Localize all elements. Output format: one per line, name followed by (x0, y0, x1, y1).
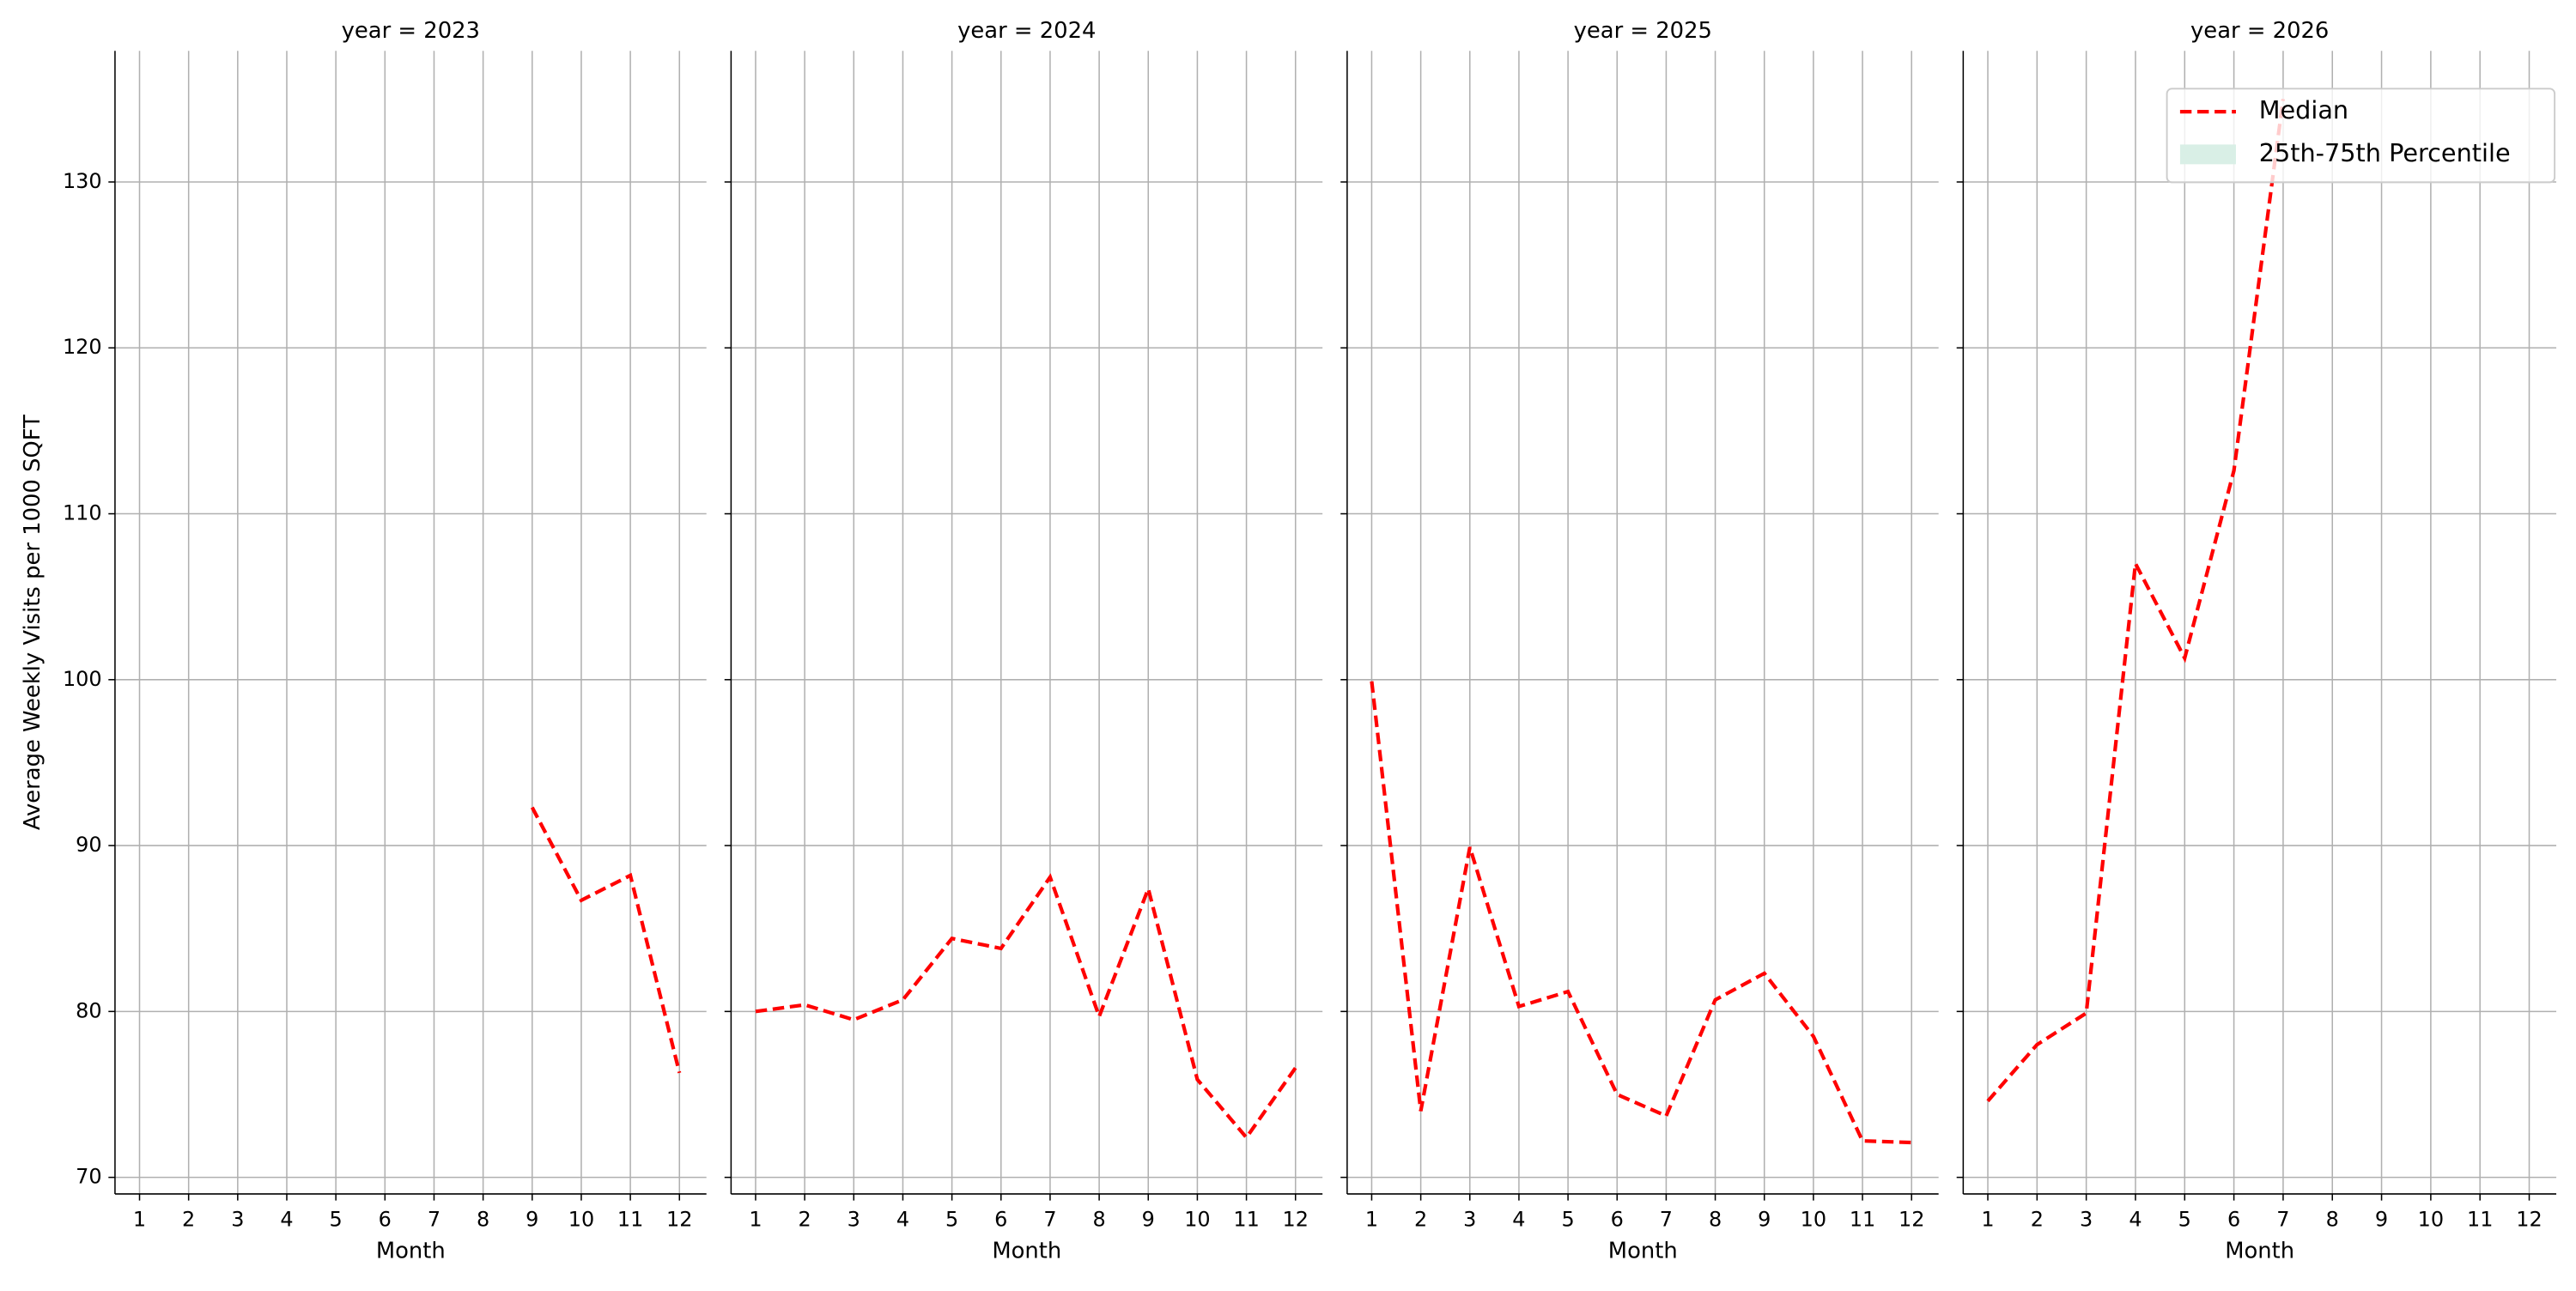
x-tick-label: 8 (1092, 1208, 1105, 1232)
x-tick-label: 12 (666, 1208, 692, 1232)
x-tick-label: 4 (1512, 1208, 1525, 1232)
legend: Median 25th-75th Percentile (2166, 88, 2556, 184)
x-tick-label: 9 (1758, 1208, 1771, 1232)
x-tick-label: 5 (2178, 1208, 2191, 1232)
y-tick-label: 100 (63, 667, 102, 691)
x-tick-label: 6 (1611, 1208, 1624, 1232)
legend-label: Median (2259, 95, 2348, 124)
x-tick-label: 7 (1043, 1208, 1056, 1232)
x-tick-label: 1 (1365, 1208, 1378, 1232)
y-tick-label: 80 (76, 998, 101, 1022)
x-tick-label: 9 (526, 1208, 538, 1232)
median-line (1370, 681, 1912, 1145)
x-tick-label: 2 (182, 1208, 195, 1232)
x-tick-label: 11 (1233, 1208, 1259, 1232)
x-tick-label: 7 (1660, 1208, 1673, 1232)
x-tick-label: 11 (1850, 1208, 1875, 1232)
y-tick-label: 130 (63, 169, 102, 193)
x-tick-label: 5 (945, 1208, 958, 1232)
median-line (1986, 99, 2286, 1103)
x-axis-label: Month (2225, 1238, 2294, 1264)
x-tick-label: 6 (994, 1208, 1007, 1232)
x-tick-label: 12 (2516, 1208, 2542, 1232)
x-tick-label: 9 (2375, 1208, 2388, 1232)
median-line (755, 873, 1297, 1141)
y-axis-label: Average Weekly Visits per 1000 SQFT (20, 415, 46, 830)
x-axis-label: Month (992, 1238, 1061, 1264)
legend-label: 25th-75th Percentile (2259, 138, 2511, 167)
x-tick-label: 9 (1142, 1208, 1155, 1232)
y-tick-label: 90 (76, 833, 101, 857)
legend-box (2166, 88, 2556, 184)
x-axis-label: Month (1608, 1238, 1678, 1264)
x-tick-label: 12 (1899, 1208, 1924, 1232)
x-tick-label: 3 (1463, 1208, 1476, 1232)
x-tick-label: 2 (2031, 1208, 2044, 1232)
x-tick-label: 3 (848, 1208, 860, 1232)
x-tick-label: 11 (2467, 1208, 2493, 1232)
x-tick-label: 4 (280, 1208, 293, 1232)
x-tick-label: 5 (330, 1208, 343, 1232)
x-tick-label: 4 (896, 1208, 909, 1232)
x-tick-label: 2 (799, 1208, 811, 1232)
legend-swatch (2179, 144, 2236, 165)
x-tick-label: 5 (1561, 1208, 1574, 1232)
y-tick-label: 70 (76, 1165, 101, 1189)
x-axis-label: Month (376, 1238, 446, 1264)
x-tick-label: 10 (568, 1208, 594, 1232)
x-tick-label: 10 (1184, 1208, 1210, 1232)
x-tick-label: 10 (1801, 1208, 1826, 1232)
x-tick-label: 6 (2227, 1208, 2240, 1232)
facet-title: year = 2025 (1574, 18, 1712, 44)
facet-title: year = 2026 (2190, 18, 2329, 44)
x-tick-label: 4 (2129, 1208, 2142, 1232)
x-tick-label: 11 (617, 1208, 643, 1232)
x-tick-label: 8 (2326, 1208, 2339, 1232)
x-tick-label: 10 (2418, 1208, 2444, 1232)
y-tick-label: 120 (63, 335, 102, 359)
x-tick-label: 8 (477, 1208, 489, 1232)
facet-title: year = 2023 (342, 18, 480, 44)
facet-title: year = 2024 (957, 18, 1096, 44)
x-tick-label: 1 (133, 1208, 146, 1232)
x-tick-label: 12 (1283, 1208, 1309, 1232)
x-tick-label: 1 (749, 1208, 762, 1232)
x-tick-label: 7 (428, 1208, 440, 1232)
x-tick-label: 8 (1709, 1208, 1722, 1232)
median-line (530, 806, 682, 1074)
x-tick-label: 3 (231, 1208, 244, 1232)
x-tick-label: 3 (2080, 1208, 2093, 1232)
x-tick-label: 2 (1414, 1208, 1427, 1232)
x-tick-label: 1 (1981, 1208, 1994, 1232)
y-tick-label: 110 (63, 501, 102, 525)
x-tick-label: 6 (379, 1208, 392, 1232)
x-tick-label: 7 (2276, 1208, 2289, 1232)
